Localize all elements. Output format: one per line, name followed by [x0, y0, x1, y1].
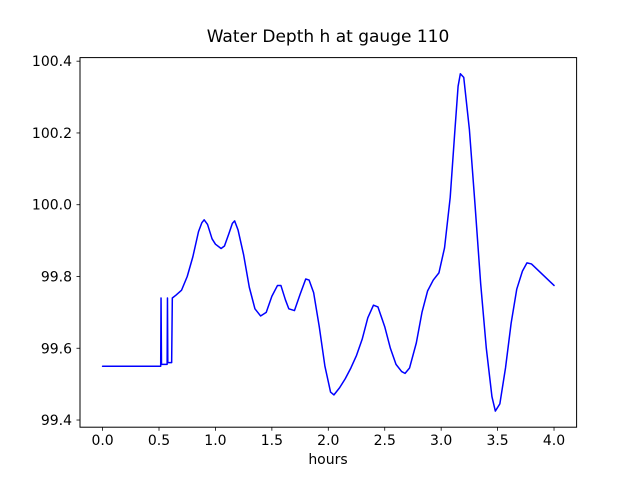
y-tick-label: 99.6 — [41, 341, 72, 357]
x-tick-label: 4.0 — [543, 433, 565, 449]
x-tick-label: 3.0 — [430, 433, 452, 449]
y-tick-label: 100.4 — [32, 54, 72, 70]
x-tick-label: 0.5 — [148, 433, 170, 449]
x-tick-label: 0.0 — [91, 433, 113, 449]
x-tick-label: 2.0 — [317, 433, 339, 449]
chart-title: Water Depth h at gauge 110 — [207, 27, 450, 47]
y-tick-label: 100.0 — [32, 198, 72, 214]
axes-spines — [79, 57, 578, 428]
x-tick-label: 1.5 — [261, 433, 283, 449]
y-tick-label: 100.2 — [32, 126, 72, 142]
x-tick-label: 1.0 — [204, 433, 226, 449]
line-series — [101, 73, 555, 412]
x-tick-label: 2.5 — [374, 433, 396, 449]
x-axis-label: hours — [308, 452, 347, 468]
plot-area: 0.0 0.5 1.0 1.5 2.0 2.5 3.0 3.5 4.0 99.4 99.6 99.8 1… — [32, 54, 578, 449]
x-tick-label: 3.5 — [486, 433, 508, 449]
y-tick-label: 99.4 — [41, 413, 72, 429]
y-tick-label: 99.8 — [41, 269, 72, 285]
